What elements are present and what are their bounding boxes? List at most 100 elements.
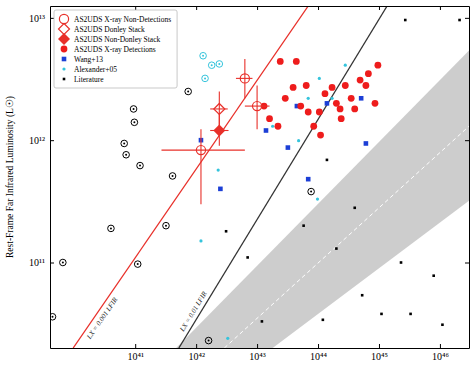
point	[131, 119, 138, 126]
tick	[257, 6, 258, 10]
point	[307, 97, 310, 100]
series	[210, 92, 228, 127]
tick-label: 10⁴⁵	[371, 351, 388, 362]
tick	[318, 6, 319, 10]
legend-symbol	[63, 78, 66, 81]
tick-label: 10⁴⁴	[310, 351, 327, 362]
point	[308, 188, 315, 195]
tick-mark	[196, 344, 197, 348]
point	[185, 88, 192, 95]
point	[400, 261, 403, 264]
tick: 10¹²	[29, 135, 54, 146]
tick-mark	[465, 140, 469, 141]
legend-marker	[63, 78, 66, 81]
tick-mark	[257, 6, 258, 10]
point	[52, 316, 54, 318]
line-label: LX = 0.01 LFIR	[178, 290, 209, 334]
point	[202, 75, 209, 82]
plot: LX = 0.001 LFIRLX = 0.01 LFIR10⁴¹10⁴²10⁴…	[29, 6, 470, 362]
tick-label: 10¹³	[29, 13, 45, 24]
legend-label: AS2UDS Non-Donley Stack	[74, 35, 160, 44]
band-center-line	[224, 126, 469, 348]
point	[316, 197, 319, 200]
tick: 10⁴²	[188, 344, 204, 362]
point	[165, 225, 167, 227]
point	[163, 222, 170, 229]
legend-label: AS2UDS X-ray Detections	[74, 45, 156, 54]
legend-symbol	[61, 46, 68, 53]
legend-label: AS2UDS Donley Stack	[74, 25, 145, 34]
point	[271, 125, 274, 128]
tick-label: 10¹¹	[29, 257, 45, 268]
series	[50, 88, 314, 344]
point	[286, 145, 291, 150]
tick	[465, 18, 469, 19]
point	[432, 274, 435, 277]
tick-label: 10⁴⁶	[432, 351, 449, 362]
tick-label: 10⁴¹	[127, 351, 143, 362]
point	[293, 58, 300, 65]
tick-label: 10⁴³	[249, 351, 265, 362]
point	[275, 123, 282, 130]
legend-symbol	[59, 14, 68, 23]
point	[338, 115, 345, 122]
point	[318, 77, 321, 80]
point	[137, 263, 139, 265]
tick-mark	[465, 263, 469, 264]
point	[130, 106, 137, 113]
legend-label: Alexander+05	[74, 65, 117, 74]
tick-mark	[440, 344, 441, 348]
error-bar-y	[257, 85, 258, 129]
tick-mark	[379, 344, 380, 348]
tick: 10⁴⁴	[310, 344, 327, 362]
legend-label: Literature	[74, 75, 104, 84]
point	[277, 58, 284, 65]
point	[404, 19, 407, 22]
point	[169, 173, 176, 180]
tick-mark	[50, 263, 54, 264]
tick-mark	[135, 344, 136, 348]
legend-marker	[59, 14, 68, 23]
point	[337, 106, 344, 113]
point	[139, 165, 141, 167]
tick-mark	[135, 6, 136, 10]
point	[361, 294, 364, 297]
legend-marker	[58, 33, 70, 45]
point	[344, 64, 347, 67]
point	[342, 82, 349, 89]
chart: LX = 0.001 LFIRLX = 0.01 LFIR10⁴¹10⁴²10⁴…	[0, 0, 475, 372]
point	[217, 168, 220, 171]
tick-mark	[318, 344, 319, 348]
tick	[135, 6, 136, 10]
point	[303, 82, 310, 89]
point	[213, 124, 225, 136]
point	[211, 64, 213, 66]
point	[330, 97, 333, 100]
point	[246, 256, 249, 259]
plot-area	[50, 6, 469, 348]
series	[225, 19, 461, 326]
tick-mark	[440, 6, 441, 10]
legend-marker	[59, 24, 70, 35]
point	[123, 151, 130, 158]
point	[137, 162, 144, 169]
point	[359, 96, 364, 101]
point	[364, 141, 369, 146]
point	[441, 323, 444, 326]
point	[322, 319, 325, 322]
tick: 10⁴⁶	[432, 344, 449, 362]
point	[133, 108, 135, 110]
point	[409, 313, 412, 316]
y-axis: 10¹¹ 10¹² 10¹³	[29, 7, 54, 349]
point	[187, 91, 189, 93]
point	[297, 139, 300, 142]
point	[200, 52, 207, 59]
x-axis-top	[51, 6, 470, 10]
legend: AS2UDS X-ray Non-DetectionsAS2UDS Donley…	[54, 10, 177, 88]
tick	[440, 6, 441, 10]
series	[161, 59, 269, 204]
point	[333, 100, 340, 107]
point	[353, 207, 356, 210]
point	[218, 187, 223, 192]
point	[108, 225, 115, 232]
